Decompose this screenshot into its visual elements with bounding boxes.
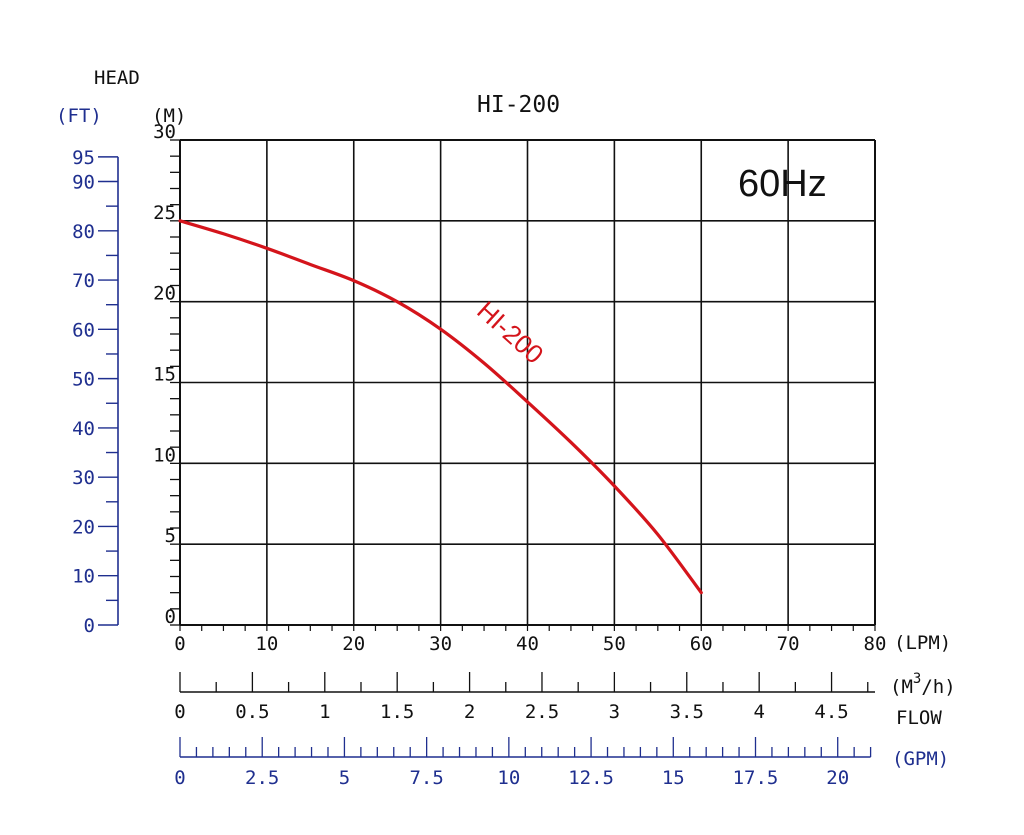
series-label: HI-200 (471, 295, 549, 370)
x-tick-label-m3h: 0.5 (235, 701, 269, 723)
x-axis-gpm: 0 2.5 5 7.5 10 12.5 15 17.5 20 (174, 737, 872, 789)
x-tick-label-m3h: 3 (609, 701, 620, 723)
x-tick-label-gpm: 10 (497, 767, 520, 789)
x-tick-label-m3h: 2.5 (525, 701, 559, 723)
x-unit-m3h-sup: 3 (913, 671, 921, 687)
y-tick-label-m: 0 (165, 606, 176, 628)
y-axis-ft: 0 10 20 30 40 50 60 70 80 90 95 (72, 147, 119, 637)
x-tick-label-lpm: 80 (864, 633, 887, 655)
y-tick-label-ft: 40 (72, 418, 95, 440)
head-label: HEAD (94, 67, 140, 89)
x-tick-label-gpm: 20 (826, 767, 849, 789)
x-tick-label-gpm: 2.5 (245, 767, 279, 789)
x-tick-label-m3h: 4.5 (814, 701, 848, 723)
y-unit-m: (M) (152, 105, 186, 127)
x-tick-label-gpm: 0 (174, 767, 185, 789)
x-tick-label-lpm: 70 (777, 633, 800, 655)
x-tick-label-lpm: 20 (342, 633, 365, 655)
x-tick-label-m3h: 0 (174, 701, 185, 723)
x-tick-label-lpm: 30 (429, 633, 452, 655)
x-unit-gpm: (GPM) (892, 748, 949, 770)
y-tick-label-m: 5 (165, 525, 176, 547)
y-tick-label-ft: 80 (72, 221, 95, 243)
x-axis-m3h: 0 0.5 1 1.5 2 2.5 3 3.5 4 4.5 (174, 672, 875, 723)
y-tick-label-ft: 90 (72, 172, 95, 194)
x-tick-label-gpm: 7.5 (409, 767, 443, 789)
x-tick-label-m3h: 4 (753, 701, 764, 723)
x-unit-m3h-pre: (M (890, 676, 913, 698)
chart-title: HI-200 (477, 92, 560, 118)
x-tick-label-m3h: 2 (464, 701, 475, 723)
frequency-label: 60Hz (738, 163, 827, 205)
y-tick-label-ft: 50 (72, 369, 95, 391)
series-layer (178, 219, 703, 595)
y-tick-label-ft: 0 (84, 615, 95, 637)
x-tick-label-m3h: 3.5 (670, 701, 704, 723)
x-unit-m3h-post: /h) (921, 676, 955, 698)
series-line-hi-200 (178, 219, 703, 595)
x-tick-label-m3h: 1.5 (380, 701, 414, 723)
grid (179, 139, 876, 626)
x-tick-label-lpm: 40 (516, 633, 539, 655)
flow-label: FLOW (896, 707, 942, 729)
x-axis-lpm: 0 10 20 30 40 50 60 70 80 (174, 625, 886, 655)
y-tick-label-ft: 30 (72, 467, 95, 489)
y-tick-label-ft: 60 (72, 319, 95, 341)
x-tick-label-gpm: 12.5 (568, 767, 614, 789)
x-tick-label-lpm: 10 (255, 633, 278, 655)
y-tick-label-m: 20 (153, 283, 176, 305)
x-unit-m3h: (M3/h) (890, 671, 956, 698)
x-unit-lpm: (LPM) (894, 632, 951, 654)
x-tick-label-lpm: 50 (603, 633, 626, 655)
y-tick-label-ft: 95 (72, 147, 95, 169)
x-tick-label-gpm: 15 (662, 767, 685, 789)
y-tick-label-m: 30 (153, 121, 176, 143)
y-unit-ft: (FT) (56, 105, 102, 127)
x-tick-label-lpm: 0 (174, 633, 185, 655)
y-tick-label-m: 10 (153, 444, 176, 466)
x-tick-label-lpm: 60 (690, 633, 713, 655)
y-axis-m: 0 5 10 15 20 25 30 (153, 121, 180, 628)
x-tick-label-m3h: 1 (319, 701, 330, 723)
y-tick-label-ft: 70 (72, 270, 95, 292)
x-tick-label-gpm: 17.5 (733, 767, 779, 789)
y-tick-label-ft: 10 (72, 566, 95, 588)
x-tick-label-gpm: 5 (339, 767, 350, 789)
y-tick-label-ft: 20 (72, 516, 95, 538)
y-tick-label-m: 15 (153, 364, 176, 386)
y-tick-label-m: 25 (153, 202, 176, 224)
